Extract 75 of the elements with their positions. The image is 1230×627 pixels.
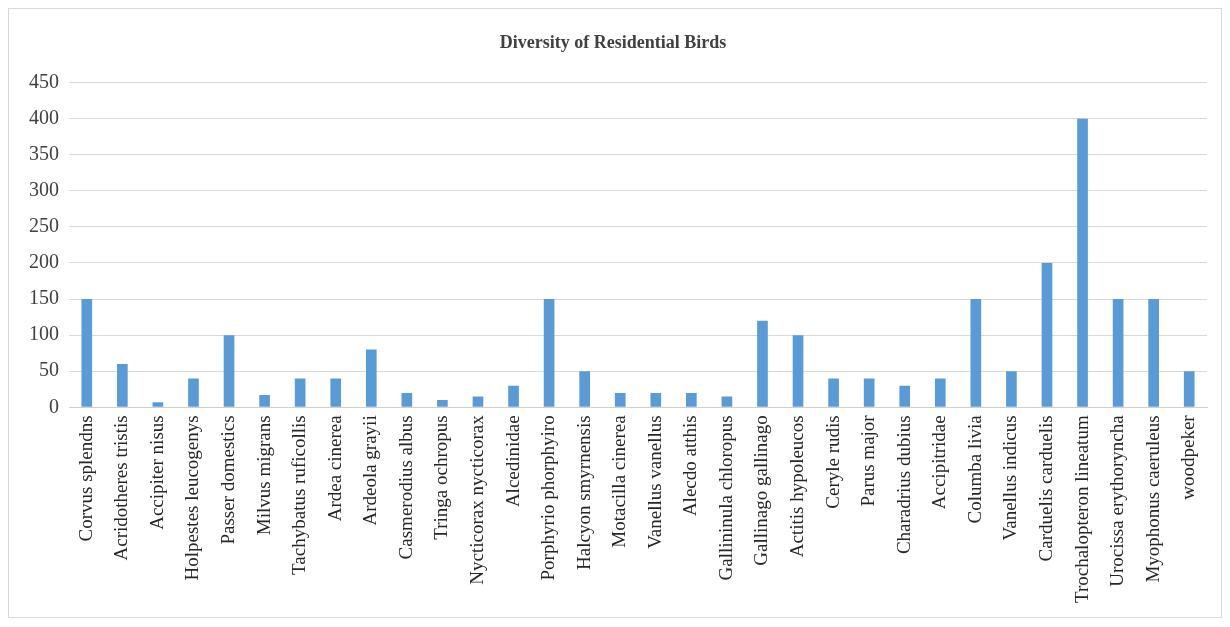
x-tick-label: Parus major	[857, 414, 879, 507]
y-tick-label: 150	[29, 286, 59, 309]
x-tick-label: Accipitridae	[928, 415, 950, 510]
bar	[721, 396, 733, 407]
bar	[863, 378, 875, 407]
x-tick-label: Porphyrio phorphyiro	[537, 415, 559, 581]
x-tick-label: Trochalopteron lineatum	[1070, 415, 1092, 604]
bar	[508, 385, 519, 407]
x-tick-label: Holpestes leucogenys	[181, 415, 203, 581]
bar	[1041, 263, 1053, 407]
bar	[828, 378, 839, 407]
bar	[614, 392, 626, 407]
bar	[1077, 118, 1088, 407]
bar	[472, 396, 484, 407]
bar	[579, 371, 590, 407]
y-tick-label: 0	[49, 394, 59, 417]
x-tick-label: Casmerodius albus	[394, 415, 416, 560]
bar	[401, 392, 413, 407]
x-tick-label: Urocissa erythoryncha	[1106, 414, 1128, 587]
bar	[686, 392, 697, 407]
bar	[330, 378, 342, 407]
bar	[81, 299, 93, 407]
chart-title: Diversity of Residential Birds	[499, 32, 727, 53]
x-tick-label: Gallininula chloropus	[714, 415, 736, 581]
x-tick-label: Accipiter nisus	[145, 415, 167, 530]
x-tick-label: Acridotheres tristis	[110, 415, 132, 561]
bar	[792, 335, 804, 407]
y-tick-label: 450	[29, 69, 59, 92]
bar	[1112, 299, 1124, 407]
x-tick-label: Nycticorax nycticorax	[465, 414, 487, 585]
y-tick-label: 350	[29, 142, 59, 165]
x-tick-label: woodpeker	[1177, 414, 1199, 500]
x-tick-label: Tachybatus ruficollis	[288, 415, 310, 575]
y-tick-label: 200	[29, 250, 59, 273]
x-tick-label: Ardeola grayii	[359, 415, 381, 526]
x-tick-label: Corvus splendns	[74, 415, 96, 542]
bar	[259, 395, 270, 407]
x-tick-label: Tringa ochropus	[430, 415, 452, 540]
x-tick-label: Passer domestics	[217, 415, 239, 545]
x-tick-label: Vanellus indicus	[999, 415, 1021, 541]
x-tick-label: Carduelis carduelis	[1034, 415, 1056, 562]
x-tick-label: Halcyon smyrnensis	[572, 415, 594, 570]
y-tick-label: 250	[29, 214, 59, 237]
bar	[117, 364, 128, 407]
x-tick-label: Charadrius dubius	[892, 415, 914, 555]
bar	[650, 392, 662, 407]
y-tick-label: 300	[29, 178, 59, 201]
x-tick-label: Gallinago gallinago	[750, 415, 772, 566]
bar	[1148, 299, 1159, 407]
x-tick-label: Ceryle rudis	[821, 415, 843, 509]
bar	[543, 299, 555, 407]
bar	[1006, 371, 1017, 407]
x-tick-label: Vanellus vanellus	[643, 415, 665, 549]
bar	[757, 320, 768, 407]
bar	[365, 349, 377, 407]
bar	[152, 402, 164, 407]
x-tick-label: Alcedinidae	[501, 415, 523, 508]
x-tick-label: Columba livia	[963, 414, 985, 524]
bar	[223, 335, 235, 407]
bar	[188, 378, 199, 407]
bar	[934, 378, 946, 407]
bar	[1183, 371, 1195, 407]
y-tick-label: 100	[29, 322, 59, 345]
bar	[899, 385, 911, 407]
y-tick-label: 50	[39, 358, 59, 381]
x-tick-label: Ardea cinerea	[323, 414, 345, 522]
bar	[970, 299, 982, 407]
y-tick-label: 400	[29, 105, 59, 128]
bar	[294, 378, 306, 407]
bar	[437, 400, 448, 407]
x-tick-label: Actitis hypoleucos	[786, 415, 808, 558]
x-tick-label: Motacilla cinerea	[608, 414, 630, 548]
x-tick-label: Myophonus caeruleus	[1141, 415, 1163, 583]
x-tick-label: Alecdo atthis	[679, 415, 701, 517]
x-tick-label: Milvus migrans	[252, 415, 274, 536]
